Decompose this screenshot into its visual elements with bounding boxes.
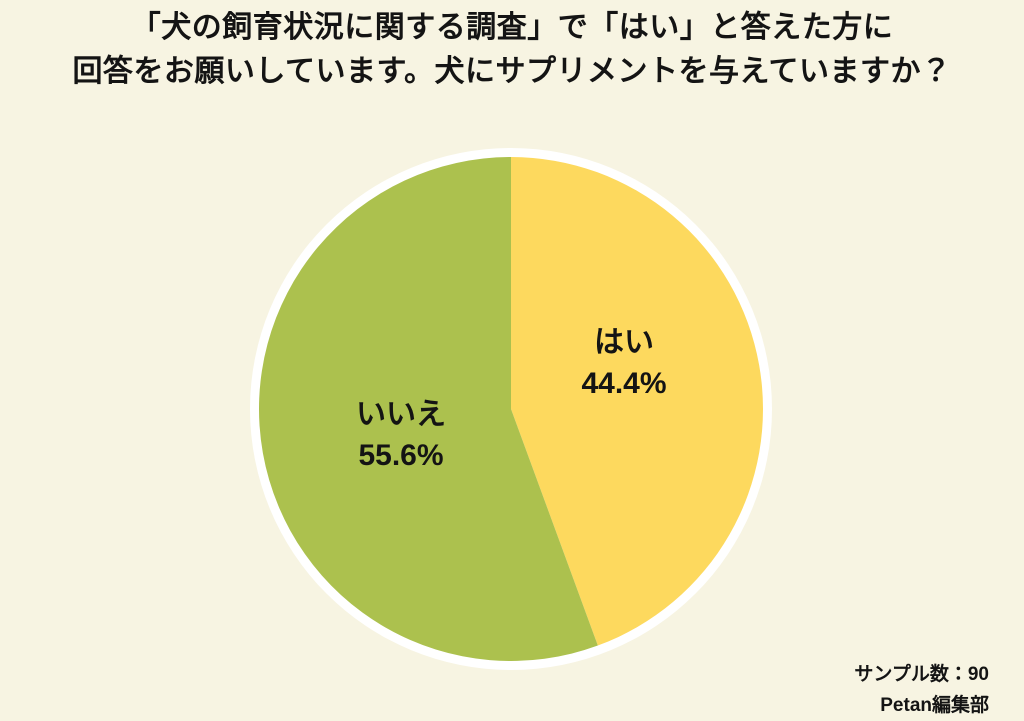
slice-label-no-text: いいえ — [356, 398, 446, 431]
slice-label-yes-value: 44.4% — [581, 367, 667, 400]
pie-slice-0 — [511, 157, 763, 646]
slice-label-no-value: 55.6% — [358, 439, 444, 472]
chart-title: 「犬の飼育状況に関する調査」で「はい」と答えた方に 回答をお願いしています。犬に… — [0, 6, 1024, 94]
credit-note: Petan編集部 — [880, 695, 989, 716]
footer: サンプル数：90 Petan編集部 — [854, 659, 989, 721]
slice-label-yes-text: はい — [593, 326, 654, 359]
pie-chart: はい 44.4% いいえ 55.6% — [250, 148, 772, 670]
sample-size-note: サンプル数：90 — [854, 664, 989, 685]
pie-svg — [250, 148, 772, 670]
chart-title-line1: 「犬の飼育状況に関する調査」で「はい」と答えた方に — [130, 11, 894, 44]
slice-label-no: いいえ 55.6% — [356, 394, 446, 476]
slice-label-yes: はい 44.4% — [581, 322, 666, 404]
pie-slice-1 — [258, 157, 598, 661]
chart-title-line2: 回答をお願いしています。犬にサプリメントを与えていますか？ — [72, 55, 952, 88]
